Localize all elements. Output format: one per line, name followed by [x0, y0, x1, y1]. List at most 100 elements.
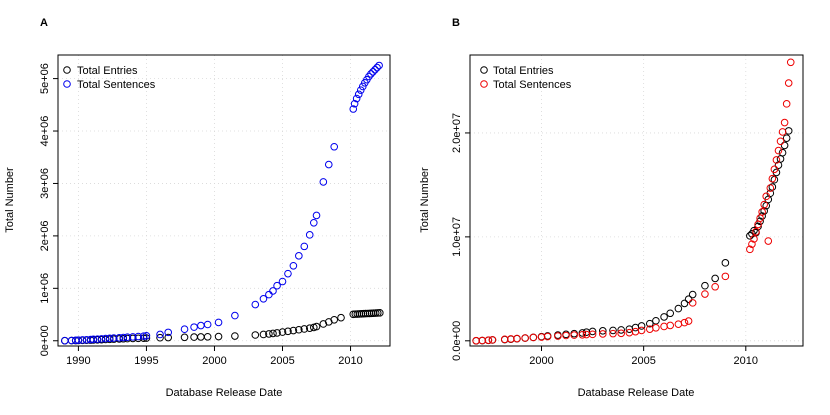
data-point — [349, 105, 358, 113]
data-point — [758, 208, 766, 216]
y-tick-label: 5e+06 — [39, 63, 51, 94]
data-point — [300, 325, 309, 333]
data-point — [784, 79, 793, 87]
data-point — [766, 184, 775, 192]
data-point — [758, 212, 766, 220]
x-axis-b: 2000 2005 2010 — [529, 346, 758, 367]
data-point — [203, 332, 212, 341]
data-points-a — [61, 61, 384, 345]
data-point — [180, 325, 189, 334]
data-point — [123, 333, 132, 341]
grid-a — [58, 55, 390, 346]
data-point — [778, 148, 787, 157]
data-point — [78, 336, 87, 344]
data-point — [142, 331, 151, 340]
data-point — [770, 165, 779, 174]
data-point — [289, 326, 298, 335]
chart-panel-b: B 2000 2005 2010 0.0e+00 1.0e+07 2.0e+07 Dat… — [419, 17, 804, 399]
legend-marker-entries — [63, 66, 71, 74]
data-point — [598, 327, 607, 335]
data-point — [652, 324, 660, 332]
data-point — [164, 333, 173, 342]
grid-b — [470, 55, 803, 346]
y-axis-title-b: Total Number — [419, 167, 431, 233]
data-point — [688, 299, 697, 307]
data-point — [312, 322, 321, 331]
data-point — [772, 156, 781, 164]
x-axis-a: 1990 1995 2000 2005 2010 — [66, 346, 363, 367]
x-axis-title-b: Database Release Date — [578, 387, 695, 399]
data-points-b — [472, 58, 795, 345]
data-point — [645, 319, 654, 328]
data-point — [269, 329, 277, 338]
panel-label-b: B — [452, 17, 460, 29]
data-point — [295, 325, 303, 334]
data-point — [609, 326, 617, 335]
data-point — [278, 277, 287, 286]
data-point — [101, 334, 110, 343]
data-point — [310, 218, 318, 227]
legend-marker-sentences — [63, 80, 71, 88]
data-point — [674, 320, 683, 328]
data-point — [688, 290, 697, 299]
data-point — [284, 327, 292, 336]
data-point — [139, 332, 148, 340]
data-point — [554, 332, 562, 340]
y-tick-label: 2e+06 — [39, 220, 51, 251]
data-point — [352, 94, 361, 103]
data-point — [369, 67, 377, 76]
data-point — [666, 309, 675, 318]
data-point — [156, 333, 164, 342]
data-point — [93, 335, 102, 343]
data-point — [711, 282, 719, 291]
data-point — [289, 261, 298, 270]
data-point — [684, 317, 693, 325]
legend-b: Total Entries Total Sentences — [480, 65, 572, 91]
data-point — [500, 335, 509, 344]
data-point — [109, 334, 118, 342]
x-tick-label: 2005 — [631, 355, 655, 367]
data-point — [115, 333, 124, 342]
data-point — [660, 313, 668, 321]
data-point — [356, 86, 365, 94]
data-point — [278, 328, 287, 336]
x-tick-label: 1990 — [66, 355, 90, 367]
y-tick-label: 1.0e+07 — [451, 217, 463, 257]
data-point — [375, 61, 383, 70]
x-tick-label: 2010 — [734, 355, 758, 367]
data-point — [786, 58, 795, 67]
data-point — [251, 300, 260, 309]
data-point — [666, 321, 675, 330]
y-tick-label: 2.0e+07 — [451, 113, 463, 153]
data-point — [529, 333, 538, 342]
data-point — [300, 242, 309, 251]
data-point — [762, 192, 771, 201]
data-point — [134, 332, 143, 341]
data-point — [305, 324, 314, 332]
data-point — [617, 329, 625, 338]
data-point — [701, 281, 709, 290]
data-point — [754, 222, 762, 231]
data-point — [652, 316, 660, 325]
data-point — [273, 329, 281, 337]
legend-label-entries: Total Entries — [493, 65, 554, 77]
data-point — [711, 274, 719, 283]
data-point — [119, 333, 128, 342]
data-point — [513, 334, 521, 343]
data-point — [660, 322, 668, 331]
data-point — [778, 128, 787, 136]
data-point — [376, 309, 384, 317]
data-point — [269, 287, 277, 295]
data-point — [521, 334, 529, 342]
data-point — [231, 332, 239, 340]
data-point — [637, 322, 646, 330]
data-point — [324, 160, 333, 169]
data-point — [721, 272, 730, 281]
legend-a: Total Entries Total Sentences — [63, 65, 156, 91]
data-point — [588, 330, 597, 339]
data-point — [180, 333, 189, 342]
data-point — [617, 326, 625, 334]
y-axis-b: 0.0e+00 1.0e+07 2.0e+07 — [451, 113, 470, 361]
data-point — [484, 336, 493, 344]
